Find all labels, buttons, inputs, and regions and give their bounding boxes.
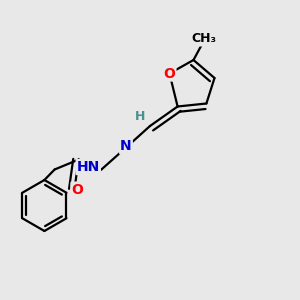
Text: N: N <box>120 140 132 153</box>
Text: CH₃: CH₃ <box>191 32 217 46</box>
Text: O: O <box>71 183 83 196</box>
Text: O: O <box>164 67 175 80</box>
Text: H: H <box>135 110 146 123</box>
Text: HN: HN <box>77 160 100 174</box>
